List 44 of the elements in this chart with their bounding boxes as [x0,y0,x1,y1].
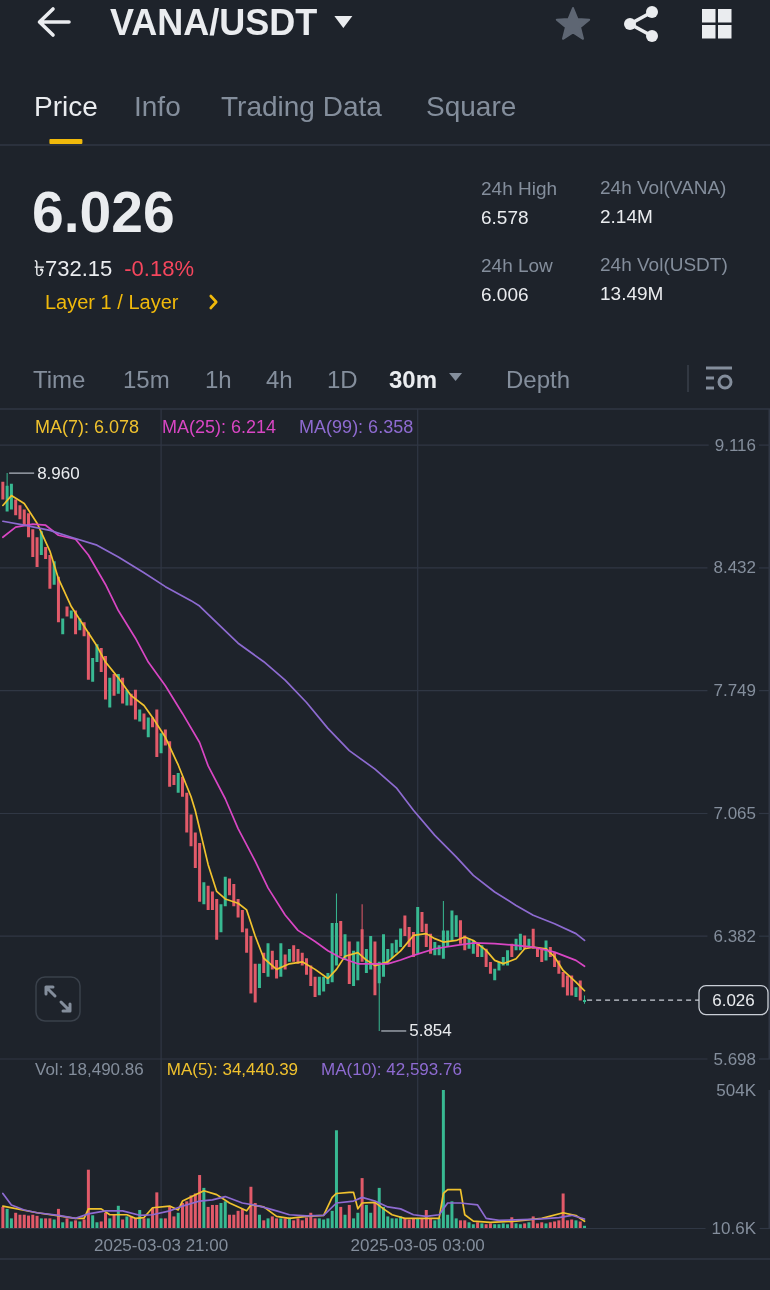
text: MA(7): 6.078 [35,417,140,437]
text: Time [33,365,86,393]
text: 1D [327,365,358,393]
candlestick [583,995,587,1004]
y-tick-label: 9.116 [714,435,756,455]
annotation: 8.960 [37,463,80,483]
y-tick-label: 5.698 [713,1049,756,1069]
x-tick-label: 2025-03-03 21:00 [93,1235,229,1255]
text: 6.026 [32,180,175,244]
text: 2.14M [600,205,653,227]
y-tick-label: 6.382 [713,926,756,946]
text: -0.18% [124,255,195,281]
text: MA(25): 6.214 [162,417,277,437]
text: Square [426,90,517,122]
text: 30m [389,365,438,393]
text: Layer 1 / Layer [45,291,179,313]
text: 24h Vol(USDT) [600,253,728,275]
text: 4h [266,365,293,393]
text: 6.006 [481,283,529,305]
text: Depth [506,365,571,393]
y-tick-label: 7.749 [713,681,756,701]
text: Vol: 18,490.86 [35,1059,144,1079]
text: 24h Low [481,254,554,276]
text: MA(10): 42,593.76 [321,1059,462,1079]
text: 24h High [481,177,558,199]
y-tick-label: 7.065 [713,803,756,823]
text: 13.49M [600,282,664,304]
text: 1h [205,365,232,393]
text: Info [134,90,181,122]
text: 6.578 [481,206,529,228]
ref-line-label: 6.026 [712,990,755,1010]
text: 15m [123,365,170,393]
text: MA(99): 6.358 [299,417,414,437]
y-tick-label: 10.6K [711,1218,757,1238]
text: Trading Data [221,90,383,122]
text: ৳732.15 [34,255,113,281]
chart-title: VANA/USDT [110,1,318,43]
text: 24h Vol(VANA) [600,176,727,198]
text: Price [34,90,98,122]
x-tick-label: 2025-03-05 03:00 [350,1235,485,1255]
text: MA(5): 34,440.39 [166,1059,299,1079]
y-tick-label: 8.432 [713,558,756,578]
annotation: 5.854 [409,1021,452,1041]
y-tick-label: 504K [716,1080,757,1100]
